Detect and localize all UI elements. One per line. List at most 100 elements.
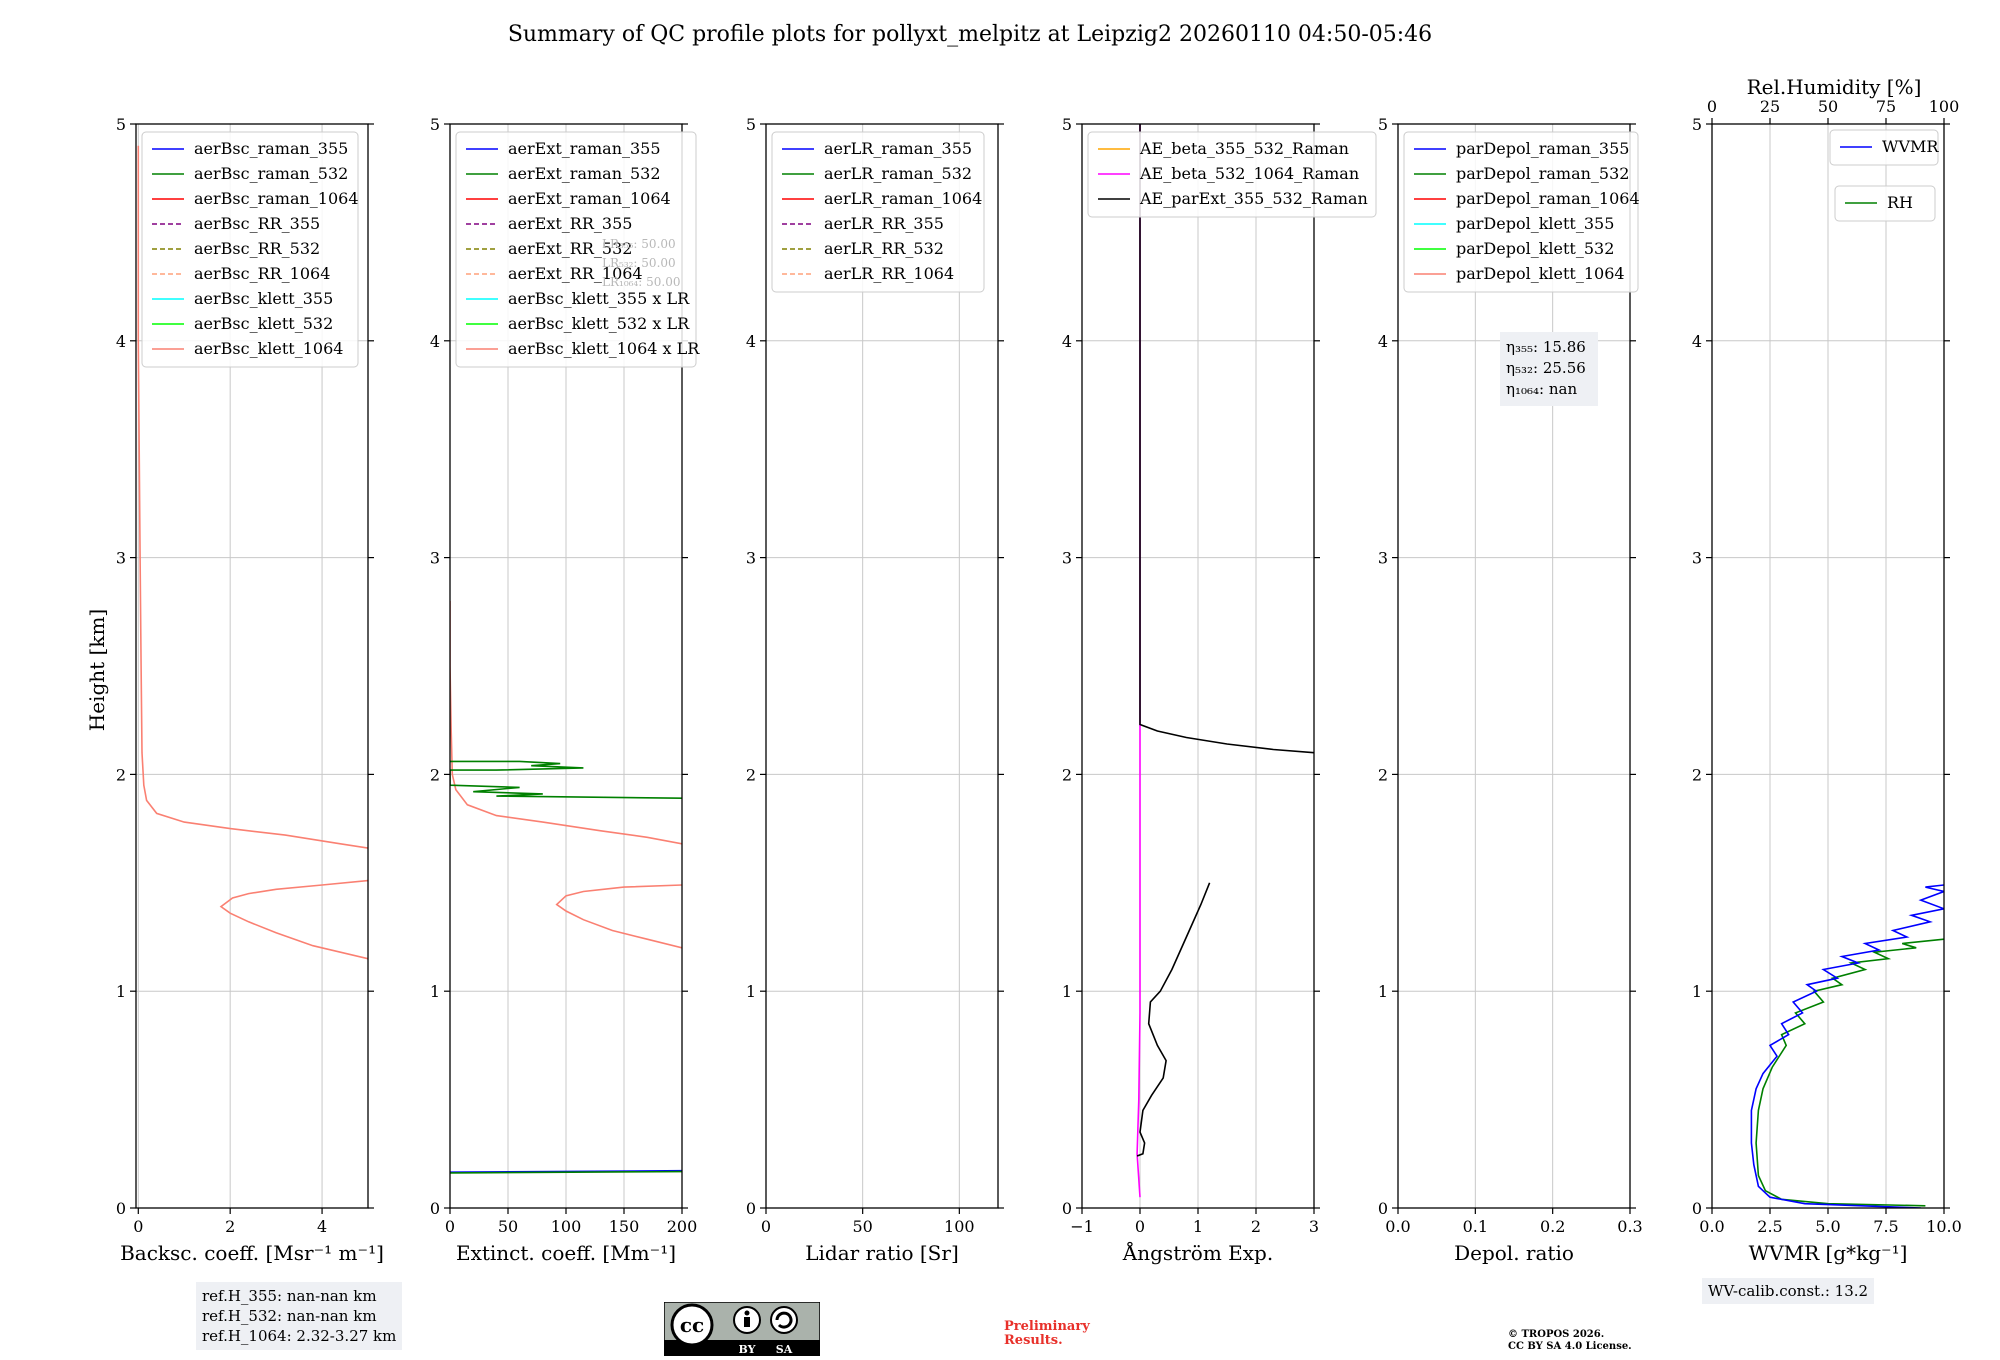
y-tick-label: 0	[1378, 1199, 1388, 1218]
series-line-aerBsc-klett-1064-x-LR	[450, 601, 682, 845]
reference-height-box: ref.H_355: nan-nan km ref.H_532: nan-nan…	[196, 1282, 403, 1350]
y-tick-label: 5	[116, 115, 126, 134]
axes-frame	[765, 123, 999, 1209]
ref-height-1064: ref.H_1064: 2.32-3.27 km	[202, 1327, 397, 1345]
x-tick-label: 2	[1251, 1217, 1261, 1236]
x-tick-label: 50	[498, 1217, 518, 1236]
eta-value: η₅₃₂: 25.56	[1506, 359, 1586, 377]
y-tick-label: 5	[1692, 115, 1702, 134]
y-tick-label: 4	[746, 332, 756, 351]
share-alike-icon	[770, 1306, 798, 1334]
y-tick-label: 3	[1378, 549, 1388, 568]
y-tick-label: 1	[116, 982, 126, 1001]
legend-entry: AE_parExt_355_532_Raman	[1139, 189, 1368, 208]
sa-label: SA	[776, 1343, 793, 1356]
figure-title: Summary of QC profile plots for pollyxt_…	[507, 22, 1433, 47]
lr-annotation: LR₅₃₂: 50.00	[602, 256, 676, 270]
x-tick-label: 1	[1193, 1217, 1203, 1236]
series-line-RH	[1755, 938, 1944, 1207]
y-tick-label: 2	[430, 765, 440, 784]
legend-rh-box	[1834, 185, 1936, 222]
top-x-tick-label: 0	[1707, 97, 1717, 116]
x-tick-label: 0.3	[1617, 1217, 1642, 1236]
axes-frame	[1397, 123, 1631, 1209]
y-tick-label: 2	[746, 765, 756, 784]
y-tick-label: 0	[116, 1199, 126, 1218]
x-tick-label: 2	[225, 1217, 235, 1236]
y-tick-label: 3	[746, 549, 756, 568]
eta-box	[1500, 332, 1598, 406]
legend-entry: aerExt_raman_1064	[508, 189, 671, 208]
top-x-tick-label: 50	[1818, 97, 1838, 116]
x-tick-label: −1	[1070, 1217, 1094, 1236]
series-line-aerExt-raman-532	[450, 760, 682, 799]
y-tick-label: 4	[1378, 332, 1388, 351]
cc-text: cc	[680, 1313, 704, 1337]
x-tick-label: 2.5	[1757, 1217, 1782, 1236]
legend-entry: aerLR_RR_532	[824, 239, 944, 258]
legend-entry: aerBsc_klett_1064 x LR	[508, 339, 700, 358]
x-axis-label: Backsc. coeff. [Msr⁻¹ m⁻¹]	[120, 1241, 384, 1265]
legend-box	[1403, 131, 1639, 293]
legend-entry: AE_beta_532_1064_Raman	[1139, 164, 1359, 183]
cc-by-sa-license-badge: cc BY SA	[664, 1302, 820, 1356]
x-tick-label: 150	[609, 1217, 640, 1236]
lr-annotation: LR₃₅₅: 50.00	[602, 237, 676, 251]
legend-entry: aerLR_RR_1064	[824, 264, 954, 283]
legend-entry: parDepol_klett_355	[1456, 214, 1614, 233]
legend-entry: aerExt_raman_355	[508, 139, 661, 158]
x-tick-label: 0.2	[1540, 1217, 1565, 1236]
y-tick-label: 2	[1378, 765, 1388, 784]
preliminary-line-2: Results.	[1004, 1333, 1063, 1348]
lr-annotation: LR₁₀₆₄: 50.00	[602, 275, 680, 289]
y-tick-label: 0	[1062, 1199, 1072, 1218]
legend-entry: aerBsc_klett_1064	[194, 339, 343, 358]
y-tick-label: 5	[430, 115, 440, 134]
top-x-axis-label: Rel.Humidity [%]	[1747, 75, 1922, 99]
x-tick-label: 0.1	[1463, 1217, 1488, 1236]
legend-entry: aerBsc_raman_355	[194, 139, 348, 158]
legend-box	[455, 131, 697, 368]
panel-1: 0 2 4 0 1 2 3 4 5 Backsc. coeff. [Msr⁻¹ m⁻¹] aerBs…	[116, 115, 384, 1265]
x-tick-label: 50	[852, 1217, 872, 1236]
y-tick-label: 4	[116, 332, 126, 351]
series-line-WVMR	[1750, 884, 1944, 1208]
x-axis-label: Lidar ratio [Sr]	[805, 1241, 959, 1265]
legend-entry: aerBsc_raman_1064	[194, 189, 359, 208]
by-label: BY	[739, 1343, 756, 1356]
y-tick-label: 1	[1378, 982, 1388, 1001]
legend-box	[1829, 129, 1939, 166]
legend-box	[141, 131, 359, 368]
top-x-tick-label: 75	[1876, 97, 1896, 116]
legend-entry: parDepol_raman_1064	[1456, 189, 1640, 208]
y-tick-label: 1	[430, 982, 440, 1001]
series-line-aerBsc-klett-1064-x-LR-lower	[555, 884, 682, 949]
y-tick-label: 3	[1692, 549, 1702, 568]
y-tick-label: 0	[746, 1199, 756, 1218]
x-tick-label: 0	[761, 1217, 771, 1236]
y-tick-label: 2	[1692, 765, 1702, 784]
legend-entry: aerLR_raman_355	[824, 139, 972, 158]
legend-entry: aerExt_raman_532	[508, 164, 661, 183]
y-tick-label: 3	[430, 549, 440, 568]
series-line-AE-parExt-355-532-Raman-lower	[1136, 882, 1211, 1157]
y-tick-label: 0	[430, 1199, 440, 1218]
y-tick-label: 1	[1062, 982, 1072, 1001]
top-x-tick-label: 25	[1760, 97, 1780, 116]
legend-entry: aerLR_RR_355	[824, 214, 944, 233]
x-axis-label: Depol. ratio	[1454, 1241, 1574, 1265]
x-tick-label: 100	[551, 1217, 582, 1236]
copyright-notice: © TROPOS 2026. CC BY SA 4.0 License.	[1508, 1329, 1632, 1353]
x-axis-label: WVMR [g*kg⁻¹]	[1749, 1241, 1908, 1265]
x-axis-label: Ångström Exp.	[1122, 1240, 1273, 1265]
axes-frame	[135, 123, 369, 1209]
panel-2: 0 50 100 150 200 0 1 2 3 4 5 Extinct. coeff. [Mm⁻¹]…	[430, 115, 700, 1265]
legend-box	[771, 131, 985, 293]
legend-entry: parDepol_klett_1064	[1456, 264, 1625, 283]
y-tick-label: 4	[1692, 332, 1702, 351]
x-tick-label: 5.0	[1815, 1217, 1840, 1236]
x-axis-label: Extinct. coeff. [Mm⁻¹]	[456, 1241, 676, 1265]
y-tick-label: 2	[1062, 765, 1072, 784]
